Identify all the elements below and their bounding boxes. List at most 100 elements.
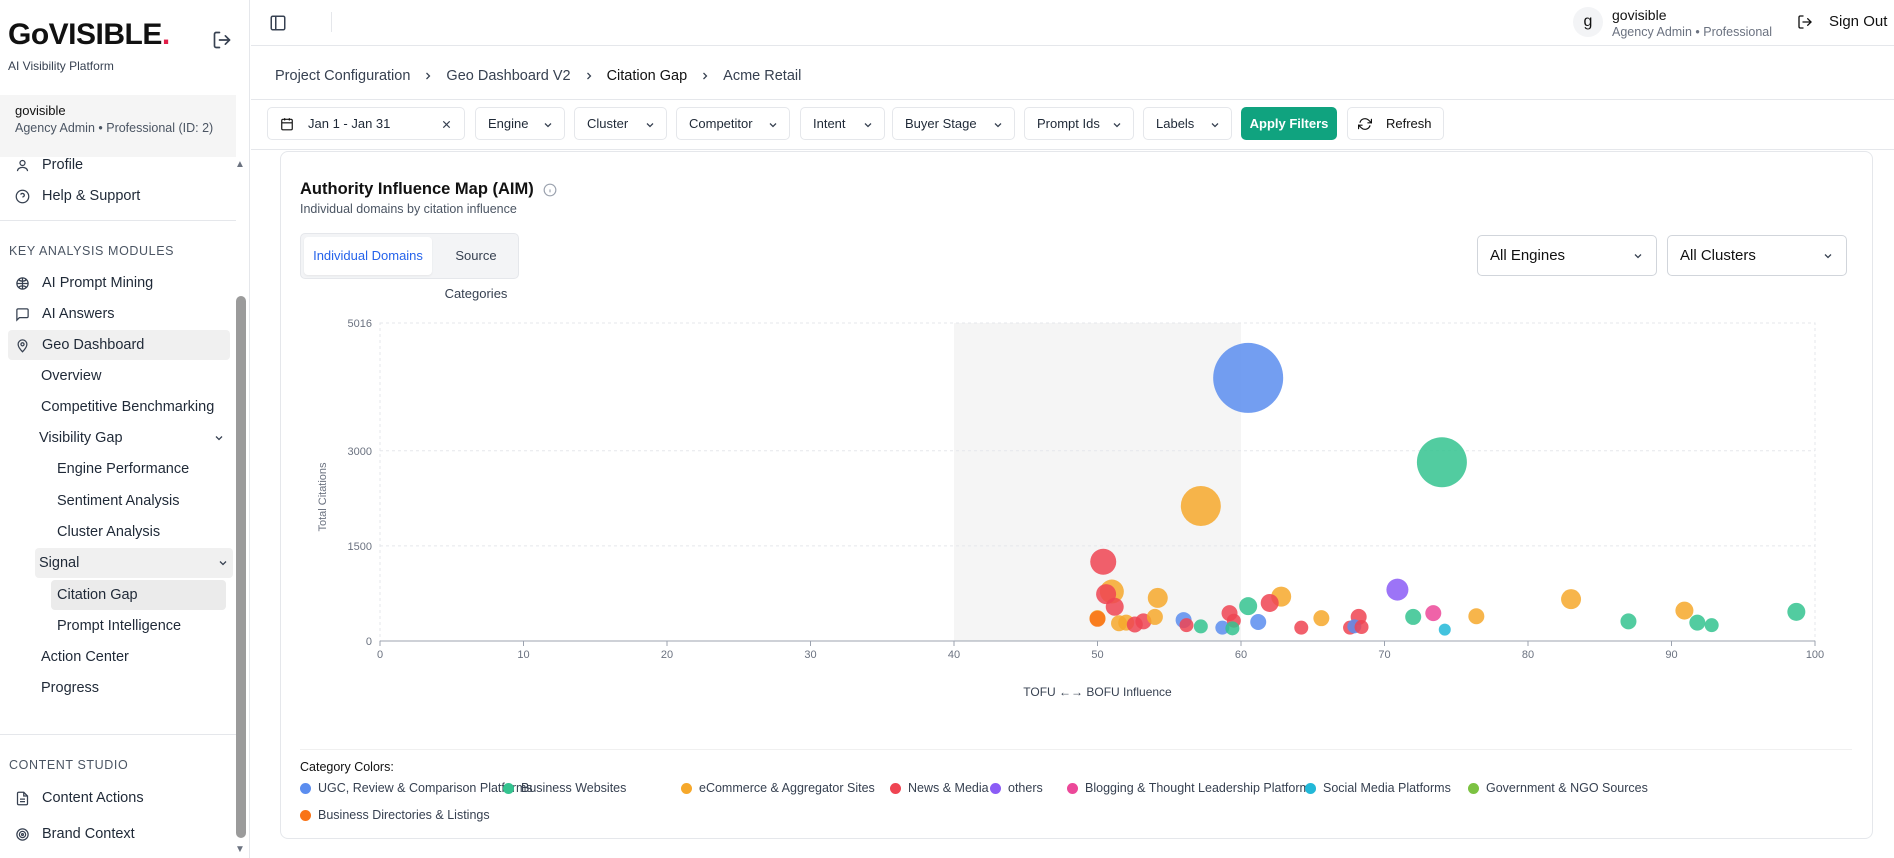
bubble-point[interactable] [1179, 618, 1194, 633]
buyer-stage-filter[interactable]: Buyer Stage [892, 107, 1015, 140]
tab-source-categories[interactable]: Source Categories [444, 248, 508, 301]
legend-swatch [300, 809, 311, 821]
bubble-point[interactable] [1787, 602, 1806, 621]
sidebar-item-ai-answers[interactable]: AI Answers [8, 299, 230, 329]
sidebar-item-label: Signal [39, 555, 80, 571]
sidebar-item-help[interactable]: Help & Support [8, 181, 230, 211]
legend-item[interactable]: Blogging & Thought Leadership Platforms [1067, 781, 1316, 795]
user-avatar[interactable]: g [1573, 7, 1603, 37]
clear-date-icon[interactable] [441, 119, 452, 130]
legend-item[interactable]: Business Directories & Listings [300, 808, 490, 822]
sidebar-item-cluster[interactable]: Cluster Analysis [57, 524, 161, 540]
apply-filters-button[interactable]: Apply Filters [1241, 107, 1337, 140]
bubble-point[interactable] [1468, 608, 1485, 625]
bubble-point[interactable] [1180, 485, 1221, 526]
message-icon [16, 307, 29, 322]
bubble-point[interactable] [1313, 610, 1330, 627]
breadcrumb-geo-dashboard[interactable]: Geo Dashboard V2 [446, 68, 571, 84]
bubble-point[interactable] [1193, 619, 1208, 634]
bubble-point[interactable] [1425, 605, 1442, 622]
scroll-down-arrow-icon[interactable]: ▼ [235, 844, 245, 855]
sidebar-item-prompt-intelligence[interactable]: Prompt Intelligence [57, 618, 182, 634]
collapse-sidebar-icon[interactable] [212, 30, 232, 50]
breadcrumb-citation-gap[interactable]: Citation Gap [606, 68, 688, 84]
user-role: Agency Admin • Professional [1612, 25, 1773, 39]
sidebar-scrollbar-thumb[interactable] [236, 296, 246, 838]
bubble-point[interactable] [1386, 578, 1409, 601]
legend-item[interactable]: eCommerce & Aggregator Sites [681, 781, 875, 795]
sidebar-item-content-actions[interactable]: Content Actions [8, 783, 230, 813]
bubble-point[interactable] [1561, 589, 1582, 610]
cluster-filter[interactable]: Cluster [574, 107, 667, 140]
legend-label: others [1008, 781, 1043, 795]
org-card[interactable]: govisible Agency Admin • Professional (I… [0, 95, 236, 157]
sidebar-item-visibility-gap[interactable]: Visibility Gap [39, 423, 229, 453]
engines-select[interactable]: All Engines [1477, 235, 1657, 276]
sidebar-item-sentiment[interactable]: Sentiment Analysis [57, 493, 180, 509]
y-tick-label: 1500 [348, 541, 372, 553]
sidebar-item-action-center[interactable]: Action Center [41, 649, 129, 665]
sidebar-item-engine-performance[interactable]: Engine Performance [57, 461, 190, 477]
bubble-point[interactable] [1225, 621, 1240, 636]
bubble-point[interactable] [1294, 620, 1309, 635]
legend-item[interactable]: Business Websites [503, 781, 626, 795]
legend-item[interactable]: News & Media [890, 781, 989, 795]
bubble-point[interactable] [1089, 610, 1106, 627]
bubble-point[interactable] [1689, 614, 1706, 631]
sidebar-item-brand-context[interactable]: Brand Context [8, 819, 230, 849]
bubble-point[interactable] [1438, 623, 1451, 636]
bubble-point[interactable] [1250, 613, 1267, 630]
x-axis-label: TOFU ←→ BOFU Influence [1023, 685, 1172, 699]
scroll-up-arrow-icon[interactable]: ▲ [235, 159, 245, 170]
competitor-filter[interactable]: Competitor [676, 107, 790, 140]
sign-out-button[interactable]: Sign Out [1797, 13, 1887, 30]
breadcrumb-project-config[interactable]: Project Configuration [275, 68, 411, 84]
clusters-select[interactable]: All Clusters [1667, 235, 1847, 276]
bubble-point[interactable] [1260, 593, 1279, 612]
engine-filter[interactable]: Engine [475, 107, 565, 140]
bubble-point[interactable] [1620, 613, 1637, 630]
refresh-button[interactable]: Refresh [1347, 107, 1444, 140]
bubble-point[interactable] [1239, 597, 1258, 616]
bubble-point[interactable] [1405, 608, 1422, 625]
legend-item[interactable]: Social Media Platforms [1305, 781, 1451, 795]
bubble-point[interactable] [1215, 620, 1230, 635]
y-axis-label: Total Citations [317, 462, 329, 532]
legend-label: Government & NGO Sources [1486, 781, 1648, 795]
intent-filter[interactable]: Intent [800, 107, 885, 140]
bubble-point[interactable] [1704, 618, 1719, 633]
bubble-point[interactable] [1146, 608, 1163, 625]
sidebar-item-profile[interactable]: Profile [8, 150, 230, 180]
bubble-point[interactable] [1105, 597, 1124, 616]
sidebar-toggle-icon[interactable] [269, 14, 287, 32]
bubble-point[interactable] [1147, 587, 1168, 608]
tab-individual-domains[interactable]: Individual Domains [304, 237, 432, 275]
sidebar-item-prompt-mining[interactable]: AI Prompt Mining [8, 268, 230, 298]
bubble-point[interactable] [1675, 601, 1694, 620]
sidebar-item-benchmarking[interactable]: Competitive Benchmarking [41, 399, 215, 415]
bubble-point[interactable] [1213, 342, 1284, 413]
sidebar-item-label: Content Actions [42, 790, 144, 806]
legend-label: UGC, Review & Comparison Platforms [318, 781, 533, 795]
labels-filter[interactable]: Labels [1143, 107, 1232, 140]
bubble-point[interactable] [1416, 437, 1467, 488]
sidebar-item-citation-gap[interactable]: Citation Gap [51, 580, 226, 610]
govisible-logo[interactable]: GoVISIBLE. [8, 18, 170, 51]
legend-item[interactable]: UGC, Review & Comparison Platforms [300, 781, 533, 795]
filter-divider [251, 149, 1894, 150]
bubble-point[interactable] [1090, 548, 1117, 575]
bubble-point[interactable] [1354, 620, 1369, 635]
sidebar-item-progress[interactable]: Progress [41, 680, 100, 696]
prompt-ids-filter[interactable]: Prompt Ids [1024, 107, 1134, 140]
sidebar-item-geo-dashboard[interactable]: Geo Dashboard [8, 330, 230, 360]
sidebar-item-overview[interactable]: Overview [41, 368, 102, 384]
info-icon[interactable] [543, 183, 557, 197]
breadcrumb-project-name: Acme Retail [723, 68, 802, 84]
legend-item[interactable]: Government & NGO Sources [1468, 781, 1648, 795]
help-circle-icon [15, 189, 30, 203]
legend-item[interactable]: others [990, 781, 1043, 795]
x-tick-label: 100 [1806, 649, 1824, 661]
card-title-text: Authority Influence Map (AIM) [300, 180, 534, 198]
sidebar-item-signal[interactable]: Signal [35, 548, 233, 578]
date-range-filter[interactable]: Jan 1 - Jan 31 [267, 107, 465, 140]
